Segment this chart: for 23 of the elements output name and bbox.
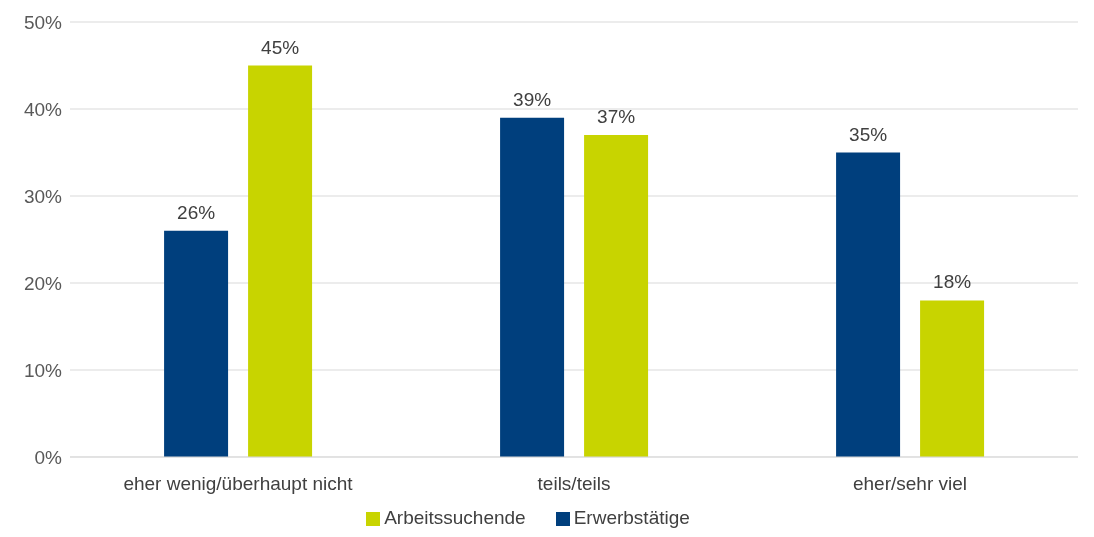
y-tick-label: 20% <box>23 272 63 294</box>
data-label: 45% <box>261 36 300 58</box>
data-label: 37% <box>597 106 636 128</box>
bar <box>836 152 901 457</box>
bar <box>920 300 985 457</box>
x-tick-label: eher wenig/überhaupt nicht <box>123 473 354 495</box>
data-label: 18% <box>933 271 972 293</box>
data-label: 39% <box>513 88 552 110</box>
y-tick-label: 50% <box>23 11 63 33</box>
data-label: 35% <box>849 123 888 145</box>
legend-label: Erwerbstätige <box>573 507 690 528</box>
bar <box>164 230 229 457</box>
legend-label: Arbeitssuchende <box>384 507 526 528</box>
y-tick-label: 30% <box>23 185 63 207</box>
x-tick-label: eher/sehr viel <box>852 473 968 495</box>
bar <box>248 65 313 457</box>
bar <box>500 117 565 457</box>
x-tick-label: teils/teils <box>537 473 611 495</box>
data-label: 26% <box>177 201 216 223</box>
bar <box>584 135 649 457</box>
y-tick-label: 0% <box>34 446 63 468</box>
y-tick-label: 40% <box>23 98 63 120</box>
y-tick-label: 10% <box>23 359 63 381</box>
